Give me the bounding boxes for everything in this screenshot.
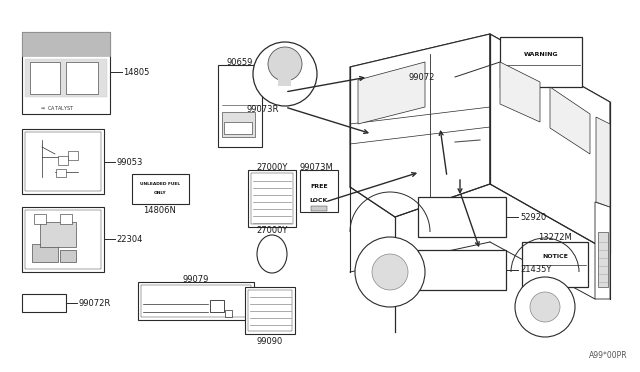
Bar	[278, 72, 291, 86]
Bar	[225, 310, 232, 317]
Bar	[141, 285, 251, 317]
Text: 21435Y: 21435Y	[520, 266, 552, 275]
Text: 14806N: 14806N	[143, 205, 177, 215]
Circle shape	[355, 237, 425, 307]
Circle shape	[530, 292, 560, 322]
Bar	[60, 214, 72, 224]
Bar	[245, 287, 295, 334]
Bar	[60, 250, 76, 262]
Bar	[138, 282, 254, 320]
Bar	[311, 206, 327, 211]
Bar	[25, 210, 101, 269]
Bar	[32, 244, 58, 262]
Bar	[34, 214, 46, 224]
Bar	[248, 170, 296, 227]
Polygon shape	[595, 202, 610, 299]
Text: WARNING: WARNING	[524, 51, 558, 57]
Polygon shape	[350, 34, 610, 132]
Bar	[22, 207, 104, 272]
Polygon shape	[500, 62, 540, 122]
Bar	[598, 232, 608, 287]
Polygon shape	[358, 62, 425, 124]
Bar	[25, 132, 101, 191]
Bar	[222, 112, 255, 137]
Circle shape	[253, 42, 317, 106]
Text: 99073R: 99073R	[247, 105, 279, 113]
Bar	[224, 122, 252, 134]
Text: 90659: 90659	[227, 58, 253, 67]
Bar	[30, 62, 60, 94]
Bar	[418, 197, 506, 237]
Text: $\Rightarrow$ CATALYST: $\Rightarrow$ CATALYST	[40, 104, 74, 112]
Text: 99053: 99053	[116, 157, 142, 167]
Text: 22304: 22304	[116, 234, 142, 244]
Bar	[418, 250, 506, 290]
Text: 52920: 52920	[520, 212, 547, 221]
Bar	[66, 62, 98, 94]
Bar	[500, 37, 582, 87]
Bar	[25, 59, 107, 97]
Text: 14805: 14805	[123, 67, 149, 77]
Bar	[22, 294, 66, 312]
Text: 27000Y: 27000Y	[256, 225, 288, 234]
Text: NOTICE: NOTICE	[542, 254, 568, 260]
Bar	[248, 290, 292, 331]
Text: ONLY: ONLY	[154, 191, 166, 195]
Bar	[40, 222, 76, 247]
Text: 99072R: 99072R	[78, 298, 110, 308]
Bar	[22, 32, 110, 114]
Polygon shape	[596, 117, 610, 207]
Bar	[22, 32, 110, 56]
Bar	[58, 156, 68, 165]
Bar	[210, 300, 224, 312]
Text: A99*00PR: A99*00PR	[589, 351, 628, 360]
Text: 99090: 99090	[257, 337, 283, 346]
Text: LOCK: LOCK	[310, 198, 328, 202]
Circle shape	[372, 254, 408, 290]
Bar	[300, 170, 338, 212]
Polygon shape	[350, 34, 490, 217]
Polygon shape	[490, 34, 610, 252]
Text: UNLEADED FUEL: UNLEADED FUEL	[140, 182, 180, 186]
Text: 99073M: 99073M	[300, 163, 333, 171]
Text: 99072: 99072	[408, 73, 435, 81]
Bar	[218, 65, 262, 147]
Bar	[522, 242, 588, 287]
Bar	[56, 169, 66, 177]
Bar	[68, 151, 78, 160]
Bar	[251, 173, 293, 224]
Bar	[22, 129, 104, 194]
Bar	[132, 174, 189, 204]
Text: FREE: FREE	[310, 183, 328, 189]
Circle shape	[268, 47, 302, 81]
Text: 27000Y: 27000Y	[256, 163, 288, 171]
Ellipse shape	[257, 235, 287, 273]
Polygon shape	[550, 87, 590, 154]
Circle shape	[515, 277, 575, 337]
Text: 99079: 99079	[183, 275, 209, 283]
Text: 13272M: 13272M	[538, 232, 572, 241]
